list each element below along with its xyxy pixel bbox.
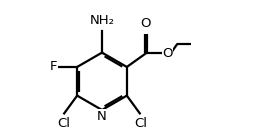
Text: F: F [49,60,57,73]
Text: NH₂: NH₂ [89,14,114,27]
Text: O: O [162,47,173,60]
Text: N: N [97,110,107,123]
Text: O: O [141,17,151,30]
Text: Cl: Cl [134,117,147,130]
Text: Cl: Cl [57,117,70,130]
